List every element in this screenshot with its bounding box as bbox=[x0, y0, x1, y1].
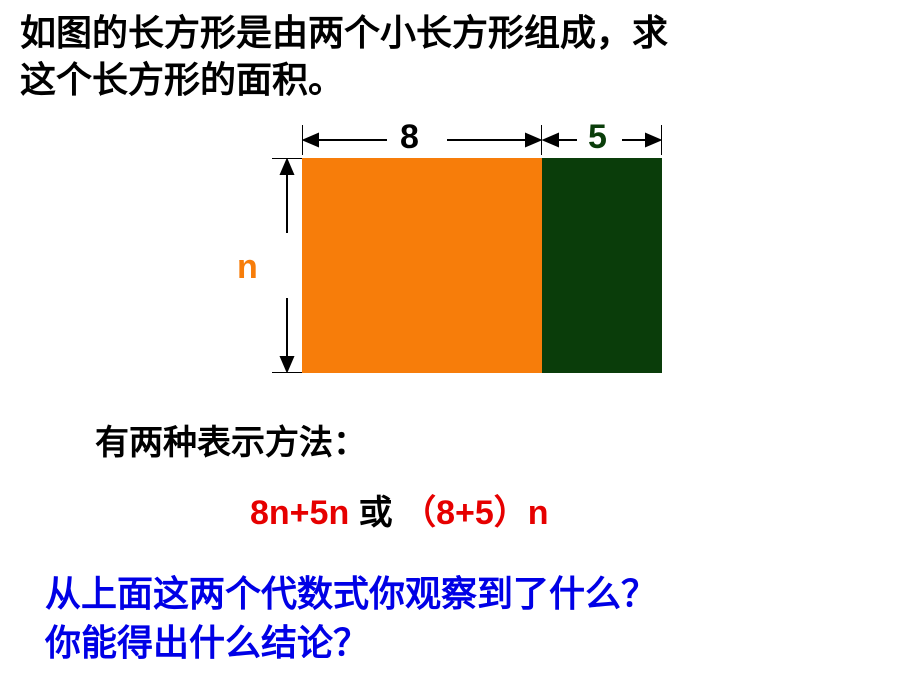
expression-connector: 或 bbox=[349, 494, 402, 532]
question-line1: 从上面这两个代数式你观察到了什么？ bbox=[45, 573, 657, 614]
problem-statement: 如图的长方形是由两个小长方形组成，求 这个长方形的面积。 bbox=[20, 10, 668, 104]
followup-question: 从上面这两个代数式你观察到了什么？ 你能得出什么结论？ bbox=[45, 570, 657, 667]
question-line2: 你能得出什么结论？ bbox=[45, 622, 369, 663]
width-label-5: 5 bbox=[588, 118, 607, 157]
dimension-arrow-n bbox=[272, 158, 302, 373]
problem-line2: 这个长方形的面积。 bbox=[20, 59, 344, 100]
expression-line: 8n+5n 或 （8+5）n bbox=[250, 485, 549, 534]
height-label-n: n bbox=[237, 248, 258, 287]
rectangle-diagram: 8 5 n bbox=[240, 120, 690, 400]
expression-1: 8n+5n bbox=[250, 494, 349, 532]
dimension-arrow-8 bbox=[302, 125, 542, 155]
rectangle-right-green bbox=[542, 158, 662, 373]
expression-2: （8+5）n bbox=[402, 494, 548, 532]
width-label-8: 8 bbox=[400, 118, 419, 157]
rectangle-left-orange bbox=[302, 158, 542, 373]
methods-intro: 有两种表示方法： bbox=[95, 415, 367, 464]
problem-line1: 如图的长方形是由两个小长方形组成，求 bbox=[20, 12, 668, 53]
